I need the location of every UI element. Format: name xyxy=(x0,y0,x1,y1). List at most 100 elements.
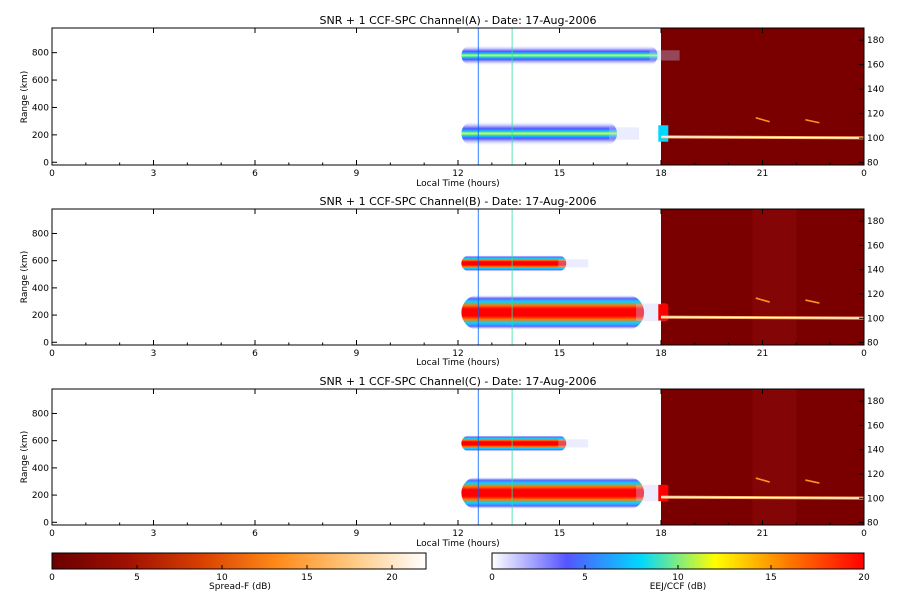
eej-night-band xyxy=(752,209,797,345)
y2-tick-label: 100 xyxy=(867,314,884,324)
spread-f-echo-layer xyxy=(461,45,680,66)
y2-tick-label: 140 xyxy=(867,446,884,456)
spread-f-echo-band xyxy=(461,476,645,510)
y-tick-label: 400 xyxy=(32,464,49,474)
y2-tick-label: 80 xyxy=(867,519,879,529)
y2-tick-label: 100 xyxy=(867,134,884,144)
x-tick-label: 15 xyxy=(554,169,565,179)
panel-a-xlabel: Local Time (hours) xyxy=(416,179,499,189)
y2-tick-label: 180 xyxy=(867,217,884,227)
x-tick-label: 21 xyxy=(757,349,768,359)
y-tick-label: 200 xyxy=(32,131,49,141)
colorbar-tick-label: 15 xyxy=(765,573,776,583)
eej-layer-line xyxy=(660,496,865,499)
spread-f-echo-layer xyxy=(461,294,669,331)
y2-tick-label: 120 xyxy=(867,290,884,300)
colorbar-tick-label: 5 xyxy=(134,573,140,583)
x-tick-label: 0 xyxy=(861,169,867,179)
y2-tick-label: 160 xyxy=(867,241,884,251)
y-tick-label: 800 xyxy=(32,49,49,59)
spread-f-echo-patch xyxy=(658,484,669,502)
spread-f-echo-band xyxy=(461,121,618,146)
spread-f-echo-tail xyxy=(609,127,640,140)
spread-f-echo-layer xyxy=(461,476,669,510)
panel-c-title: SNR + 1 CCF-SPC Channel(C) - Date: 17-Au… xyxy=(319,375,596,388)
panel-b-plot: 0 3 6 9 12 15 18 21 0020040060080080100120140160… xyxy=(32,208,884,359)
x-tick-label: 18 xyxy=(655,169,667,179)
y-tick-label: 400 xyxy=(32,284,49,294)
x-tick-label: 3 xyxy=(151,349,157,359)
eej-night-band xyxy=(752,389,797,525)
colorbar-tick-label: 0 xyxy=(49,573,55,583)
colorbar-gradient xyxy=(51,552,427,570)
spread-f-echo-band xyxy=(461,435,567,452)
colorbar-tick-label: 10 xyxy=(216,573,228,583)
spread-f-colorbar-label: Spread-F (dB) xyxy=(209,582,271,592)
y-tick-label: 200 xyxy=(32,491,49,501)
spread-f-echo-layer xyxy=(461,121,669,146)
colorbar-tick-label: 0 xyxy=(489,573,495,583)
x-tick-label: 18 xyxy=(655,349,667,359)
spread-f-echo-band xyxy=(461,255,567,272)
panel-b-title: SNR + 1 CCF-SPC Channel(B) - Date: 17-Au… xyxy=(320,195,597,208)
spread-f-echo-tail xyxy=(558,439,589,448)
y-tick-label: 0 xyxy=(43,158,49,168)
x-tick-label: 18 xyxy=(655,529,667,539)
y-tick-label: 200 xyxy=(32,311,49,321)
panel-a: SNR + 1 CCF-SPC Channel(A) - Date: 17-Au… xyxy=(20,14,884,189)
x-tick-label: 9 xyxy=(354,529,360,539)
panel-b-ylabel: Range (km) xyxy=(20,251,30,303)
x-tick-label: 12 xyxy=(452,349,463,359)
x-tick-label: 0 xyxy=(861,349,867,359)
eej-upper-streak xyxy=(805,118,820,124)
colorbar-tick-label: 10 xyxy=(672,573,684,583)
y2-tick-label: 80 xyxy=(867,339,879,349)
panel-c-ylabel: Range (km) xyxy=(20,431,30,483)
y-tick-label: 600 xyxy=(32,257,49,267)
y2-tick-label: 140 xyxy=(867,85,884,95)
spread-f-echo-layer xyxy=(461,435,589,452)
x-tick-label: 0 xyxy=(49,169,55,179)
y-tick-label: 0 xyxy=(43,338,49,348)
x-tick-label: 21 xyxy=(757,169,768,179)
panel-b: SNR + 1 CCF-SPC Channel(B) - Date: 17-Au… xyxy=(20,195,884,368)
y2-tick-label: 80 xyxy=(867,159,879,169)
x-tick-label: 6 xyxy=(252,529,258,539)
y-tick-label: 800 xyxy=(32,409,49,419)
spread-f-echo-band xyxy=(461,294,645,331)
spread-f-colorbar: 0 5 10 15 20 xyxy=(49,552,427,583)
y-tick-label: 800 xyxy=(32,229,49,239)
x-tick-label: 12 xyxy=(452,529,463,539)
panel-b-xlabel: Local Time (hours) xyxy=(416,358,499,368)
eej-upper-streak xyxy=(805,299,820,304)
eej-layer-line xyxy=(660,136,865,139)
spread-f-echo-tail xyxy=(649,50,680,61)
y-tick-label: 600 xyxy=(32,437,49,447)
x-tick-label: 6 xyxy=(252,169,258,179)
x-tick-label: 3 xyxy=(151,529,157,539)
colorbar-tick-label: 15 xyxy=(301,573,312,583)
spread-f-echo-patch xyxy=(658,125,669,142)
x-tick-label: 0 xyxy=(861,529,867,539)
x-tick-label: 0 xyxy=(49,529,55,539)
y2-tick-label: 180 xyxy=(867,397,884,407)
colorbar-tick-label: 20 xyxy=(386,573,398,583)
eej-upper-streak xyxy=(755,477,770,483)
panel-c-plot: 0 3 6 9 12 15 18 21 0020040060080080100120140160… xyxy=(32,388,884,539)
spread-f-echo-patch xyxy=(658,304,669,321)
eej-night-region xyxy=(661,28,864,165)
colorbar-tick-label: 20 xyxy=(858,573,870,583)
eej-upper-streak xyxy=(755,297,770,303)
panel-a-plot: 0 3 6 9 12 15 18 21 0020040060080080100120140160… xyxy=(32,27,884,179)
x-tick-label: 21 xyxy=(757,529,768,539)
y2-tick-label: 140 xyxy=(867,266,884,276)
spread-f-echo-tail xyxy=(558,259,589,268)
x-tick-label: 0 xyxy=(49,349,55,359)
colorbar-tick-label: 5 xyxy=(582,573,588,583)
y2-tick-label: 160 xyxy=(867,61,884,71)
spread-f-echo-layer xyxy=(461,255,589,272)
x-tick-label: 9 xyxy=(354,349,360,359)
y2-tick-label: 160 xyxy=(867,421,884,431)
panel-a-title: SNR + 1 CCF-SPC Channel(A) - Date: 17-Au… xyxy=(320,14,597,27)
